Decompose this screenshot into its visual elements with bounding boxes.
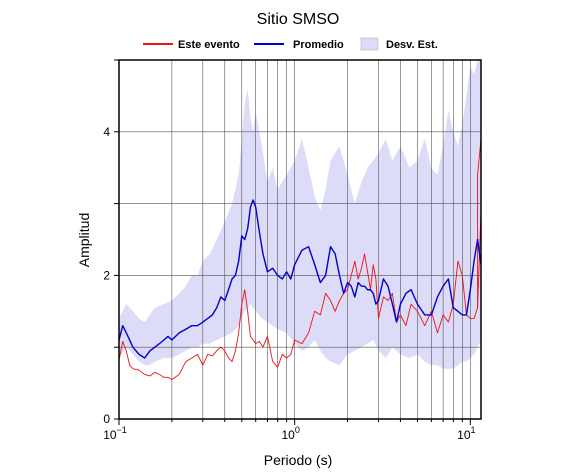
x-tick-exponent: 0	[295, 425, 300, 435]
y-axis-label: Amplitud	[76, 213, 92, 267]
plot-area	[118, 59, 482, 420]
plot-frame	[118, 59, 482, 420]
legend-label: Este evento	[178, 39, 240, 51]
chart-title: Sitio SMSO	[257, 11, 340, 28]
y-axis-ticks: 0 2 4	[103, 59, 119, 426]
series-line-este-evento	[118, 210, 482, 380]
x-tick-label: 100	[281, 425, 299, 442]
y-tick-label: 2	[103, 268, 110, 282]
x-tick-exponent: 1	[471, 425, 476, 435]
legend-label: Desv. Est.	[386, 39, 438, 51]
std-band-layer	[119, 60, 481, 369]
legend-swatch-area	[360, 37, 379, 51]
std-band	[119, 60, 481, 369]
x-axis-label: Periodo (s)	[264, 452, 332, 468]
x-tick-base: 10	[103, 428, 117, 442]
x-tick-label: 10−1	[103, 425, 127, 442]
x-tick-base: 10	[281, 428, 295, 442]
x-tick-base: 10	[457, 428, 471, 442]
series-line-este-evento-tail	[477, 138, 482, 308]
legend-label: Promedio	[293, 39, 344, 51]
legend: Este evento Promedio Desv. Est.	[143, 37, 438, 51]
x-tick-label: 101	[457, 425, 475, 442]
grid-layer	[118, 60, 481, 419]
series-layer	[118, 138, 482, 380]
series-line-promedio	[118, 199, 482, 359]
y-tick-label: 0	[103, 412, 110, 426]
x-tick-exponent: −1	[117, 425, 127, 435]
y-tick-label: 4	[103, 125, 110, 139]
x-axis-ticks: 10−1 100 101	[103, 419, 476, 442]
